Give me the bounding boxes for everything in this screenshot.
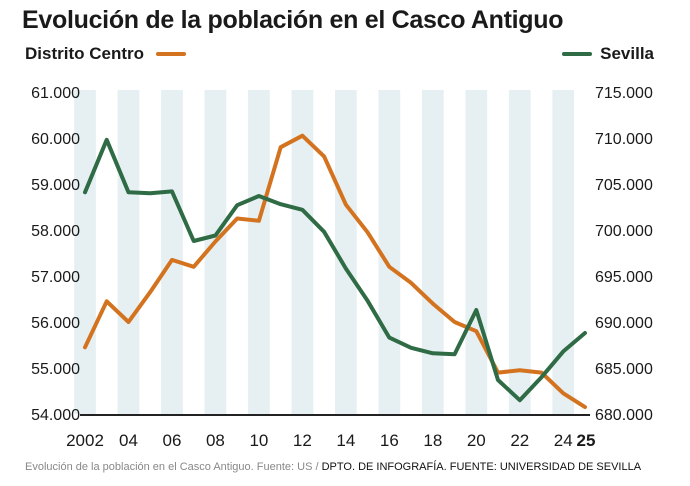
x-tick-label: 06 (162, 431, 181, 450)
series-line-sevilla (83, 137, 587, 403)
x-tick-label: 12 (293, 431, 312, 450)
footer-organization: DPTO. DE INFOGRAFÍA. FUENTE: UNIVERSIDAD… (321, 461, 642, 473)
y-left-tick-label: 56.000 (31, 315, 80, 332)
series-line-distrito-centro (83, 133, 587, 410)
x-tick-label: 20 (467, 431, 486, 450)
chart-footer: Evolución de la población en el Casco An… (25, 461, 641, 473)
year-band-2016 (378, 90, 401, 414)
y-right-tick-label: 680.000 (595, 407, 653, 424)
year-band-2022 (508, 90, 531, 414)
y-right-tick-label: 685.000 (595, 361, 653, 378)
y-left-tick-label: 59.000 (31, 177, 80, 194)
year-band-2010 (248, 90, 270, 414)
footer-source: Evolución de la población en el Casco An… (25, 461, 319, 473)
y-right-tick-label: 705.000 (595, 177, 653, 194)
y-right-tick-label: 715.000 (595, 85, 653, 102)
x-tick-label: 10 (249, 431, 268, 450)
x-tick-label: 22 (510, 431, 529, 450)
y-left-tick-label: 58.000 (31, 223, 80, 240)
legend-label-distrito-centro: Distrito Centro (25, 44, 144, 63)
x-tick-label: 14 (336, 431, 355, 450)
legend-swatch-distrito-centro (156, 52, 186, 56)
legend-distrito-centro: Distrito Centro (25, 44, 186, 64)
x-tick-label: 08 (206, 431, 225, 450)
legend-swatch-sevilla (562, 52, 593, 56)
chart-title: Evolución de la población en el Casco An… (22, 6, 564, 34)
x-tick-label: 2002 (66, 431, 104, 450)
year-band-2006 (161, 90, 183, 414)
y-right-tick-label: 700.000 (595, 223, 653, 240)
y-right-tick-label: 690.000 (595, 315, 653, 332)
year-band-2024 (552, 90, 575, 414)
x-tick-label: 24 (554, 431, 573, 450)
x-tick-label: 16 (380, 431, 399, 450)
year-band-2018 (421, 90, 444, 414)
legend-sevilla: Sevilla (562, 44, 654, 64)
y-left-tick-label: 61.000 (31, 85, 80, 102)
y-right-tick-label: 695.000 (595, 269, 653, 286)
y-left-tick-label: 57.000 (31, 269, 80, 286)
x-tick-label: 25 (577, 431, 596, 450)
y-left-tick-label: 60.000 (31, 131, 80, 148)
year-band-2012 (291, 90, 314, 414)
x-tick-label: 18 (423, 431, 442, 450)
year-band-2014 (335, 90, 357, 414)
x-tick-label: 04 (119, 431, 138, 450)
year-band-2020 (465, 90, 488, 414)
legend-label-sevilla: Sevilla (600, 44, 654, 63)
y-left-tick-label: 55.000 (31, 361, 80, 378)
year-band-2008 (204, 90, 227, 414)
year-band-2004 (117, 90, 140, 414)
y-right-tick-label: 710.000 (595, 131, 653, 148)
y-left-tick-label: 54.000 (31, 407, 80, 424)
